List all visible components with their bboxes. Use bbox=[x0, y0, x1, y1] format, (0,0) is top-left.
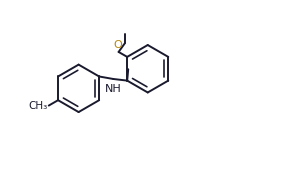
Text: CH₃: CH₃ bbox=[28, 101, 48, 111]
Text: NH: NH bbox=[105, 84, 122, 94]
Text: O: O bbox=[113, 40, 122, 50]
